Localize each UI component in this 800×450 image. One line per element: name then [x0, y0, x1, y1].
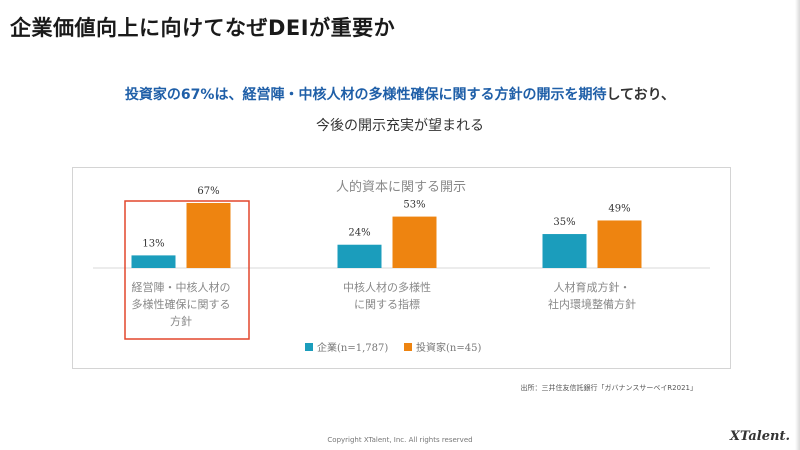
data-label: 53% — [403, 200, 425, 211]
category-label: に関する指標 — [354, 297, 420, 311]
highlight-box — [124, 200, 250, 340]
data-label: 67% — [197, 186, 219, 197]
bar-company — [131, 255, 176, 268]
data-label: 35% — [553, 217, 575, 228]
legend-label: 企業(n=1,787) — [317, 341, 388, 354]
category-label: 社内環境整備方針 — [548, 297, 636, 311]
headline: 投資家の67%は、経営陣・中核人材の多様性確保に関する方針の開示を期待しており、 — [0, 84, 800, 104]
bar-chart: 人的資本に関する開示 13% 24% 35% 67% 53% 49% 経営陣・中核人材の多様性… — [93, 179, 710, 354]
data-label: 13% — [142, 238, 164, 249]
headline-rest: しており、 — [606, 87, 676, 103]
legend-swatch — [305, 343, 313, 351]
category-label: 多様性確保に関する — [132, 297, 231, 311]
copyright: Copyright XTalent, Inc. All rights reser… — [327, 436, 473, 444]
legend-swatch — [404, 343, 412, 351]
bar-investor — [186, 203, 231, 268]
bar-investor — [597, 220, 642, 268]
edge-shadow — [795, 0, 800, 450]
subline: 今後の開示充実が望まれる — [316, 118, 484, 134]
legend-label: 投資家(n=45) — [416, 341, 481, 354]
category-label: 経営陣・中核人材の — [132, 280, 231, 294]
source-note: 出所：三井住友信託銀行「ガバナンスサーベイR2021」 — [520, 384, 697, 392]
data-label: 24% — [348, 228, 370, 239]
chart-title: 人的資本に関する開示 — [336, 179, 466, 195]
category-label: 人材育成方針・ — [554, 280, 631, 294]
category-label: 中核人材の多様性 — [343, 280, 431, 294]
chart-frame: 人的資本に関する開示 13% 24% 35% 67% 53% 49% 経営陣・中核人材の 多様性… — [72, 167, 731, 369]
bar-company — [337, 244, 382, 268]
slide-title: 企業価値向上に向けてなぜDEIが重要か — [10, 16, 396, 40]
category-label: 方針 — [170, 314, 192, 328]
headline-highlight: 投資家の67%は、経営陣・中核人材の多様性確保に関する方針の開示を期待 — [124, 87, 607, 103]
bar-company — [542, 234, 587, 268]
data-label: 49% — [608, 203, 630, 214]
bar-investor — [392, 216, 437, 268]
company-logo: XTalent. — [729, 429, 790, 444]
